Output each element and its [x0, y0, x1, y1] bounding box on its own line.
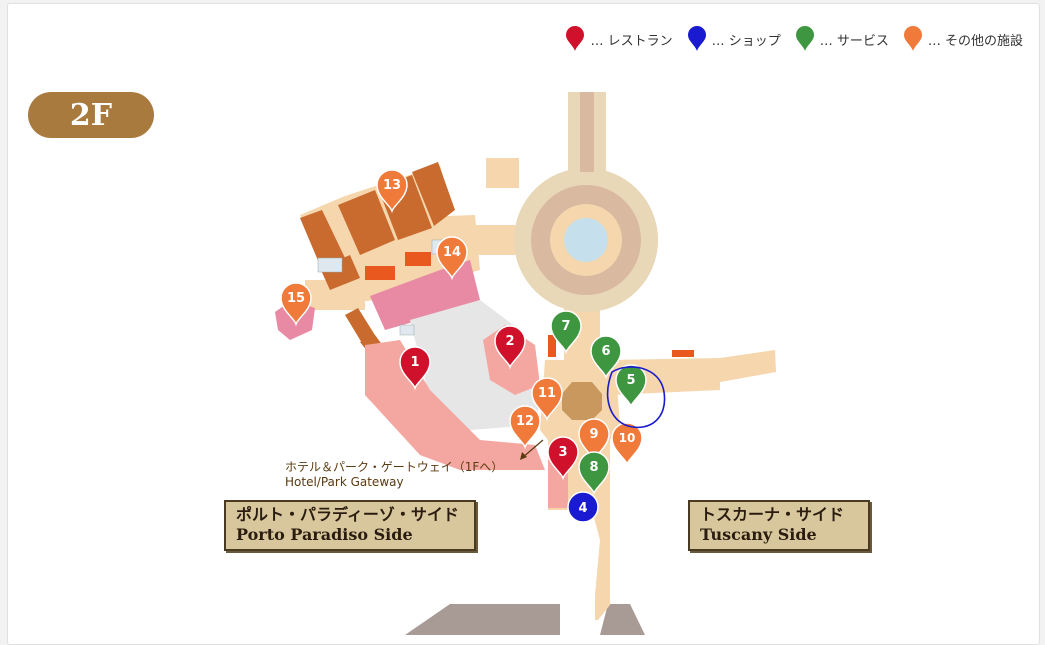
marker-9-number: 9	[589, 427, 598, 442]
marker-15[interactable]: 15	[280, 282, 312, 327]
marker-2-number: 2	[505, 334, 514, 349]
marker-3[interactable]: 3	[547, 436, 579, 481]
marker-2[interactable]: 2	[494, 325, 526, 370]
highlight-circle	[606, 366, 666, 429]
marker-9[interactable]: 9	[578, 418, 610, 463]
marker-4-number: 4	[578, 501, 587, 516]
legend-restaurant: … レストラン	[565, 26, 673, 52]
legend-shop-label: … ショップ	[711, 33, 781, 49]
marker-10-number: 10	[619, 431, 636, 445]
north-corridor-center	[580, 92, 594, 172]
tuscany-side-en: Tuscany Side	[700, 525, 817, 544]
marker-6[interactable]: 6	[590, 335, 622, 380]
marker-8[interactable]: 8	[578, 451, 610, 496]
porto-side-jp: ポルト・パラディーゾ・サイド	[236, 505, 459, 524]
marker-15-number: 15	[287, 291, 305, 306]
marker-14[interactable]: 14	[436, 236, 468, 281]
gateway-arrow-line	[521, 439, 544, 459]
gateway-label-jp: ホテル＆パーク・ゲートウェイ（1Fへ）	[285, 460, 504, 474]
small-orange-room	[548, 335, 556, 357]
legend: … レストラン … ショップ … サービス … その他の施設	[565, 26, 1023, 52]
bottom-building-right	[600, 604, 645, 635]
light-room-1	[317, 257, 343, 273]
marker-3-number: 3	[558, 445, 567, 460]
orange-room-2	[405, 252, 431, 266]
marker-14-number: 14	[443, 245, 461, 260]
legend-shop: … ショップ	[687, 26, 781, 52]
marker-5[interactable]: 5	[615, 364, 647, 409]
marker-12[interactable]: 12	[509, 405, 541, 450]
marker-6-number: 6	[601, 344, 610, 359]
restaurant-pin-icon	[566, 26, 585, 51]
legend-restaurant-label: … レストラン	[590, 33, 673, 49]
tuscany-side-label: トスカーナ・サイド Tuscany Side	[688, 500, 870, 551]
central-octagon	[562, 382, 602, 420]
light-room-3	[399, 324, 415, 336]
service-pin-icon	[795, 26, 814, 51]
marker-8-number: 8	[589, 460, 598, 475]
marker-5-number: 5	[626, 373, 635, 388]
marker-11-number: 11	[538, 386, 556, 401]
fountain	[564, 218, 608, 262]
porto-paradiso-side-label: ポルト・パラディーゾ・サイド Porto Paradiso Side	[224, 500, 476, 551]
marker-13-number: 13	[383, 178, 401, 193]
marker-12-number: 12	[516, 414, 534, 429]
marker-11[interactable]: 11	[531, 377, 563, 422]
bottom-building-left	[405, 604, 560, 635]
shop-pin-icon	[687, 26, 706, 51]
marker-7-number: 7	[561, 319, 570, 334]
floor-badge: 2F	[28, 92, 154, 138]
gateway-label-en: Hotel/Park Gateway	[285, 475, 404, 489]
tuscany-side-jp: トスカーナ・サイド	[700, 505, 845, 524]
legend-service: … サービス	[795, 26, 889, 52]
marker-10[interactable]: 10	[611, 422, 643, 467]
porto-side-en: Porto Paradiso Side	[236, 525, 413, 544]
marker-1-number: 1	[410, 355, 419, 370]
legend-service-label: … サービス	[819, 33, 889, 49]
marker-1[interactable]: 1	[399, 346, 431, 391]
marker-4[interactable]: 4	[567, 491, 599, 523]
gateway-label[interactable]: ホテル＆パーク・ゲートウェイ（1Fへ） Hotel/Park Gateway	[285, 460, 503, 490]
orange-room-1	[365, 266, 395, 280]
marker-13[interactable]: 13	[376, 169, 408, 214]
other-facility-pin-icon	[903, 26, 922, 51]
legend-other-label: … その他の施設	[927, 33, 1023, 49]
legend-other: … その他の施設	[903, 26, 1023, 52]
gateway-arrow-head	[520, 452, 527, 460]
east-stairs	[672, 350, 694, 357]
marker-7[interactable]: 7	[550, 310, 582, 355]
